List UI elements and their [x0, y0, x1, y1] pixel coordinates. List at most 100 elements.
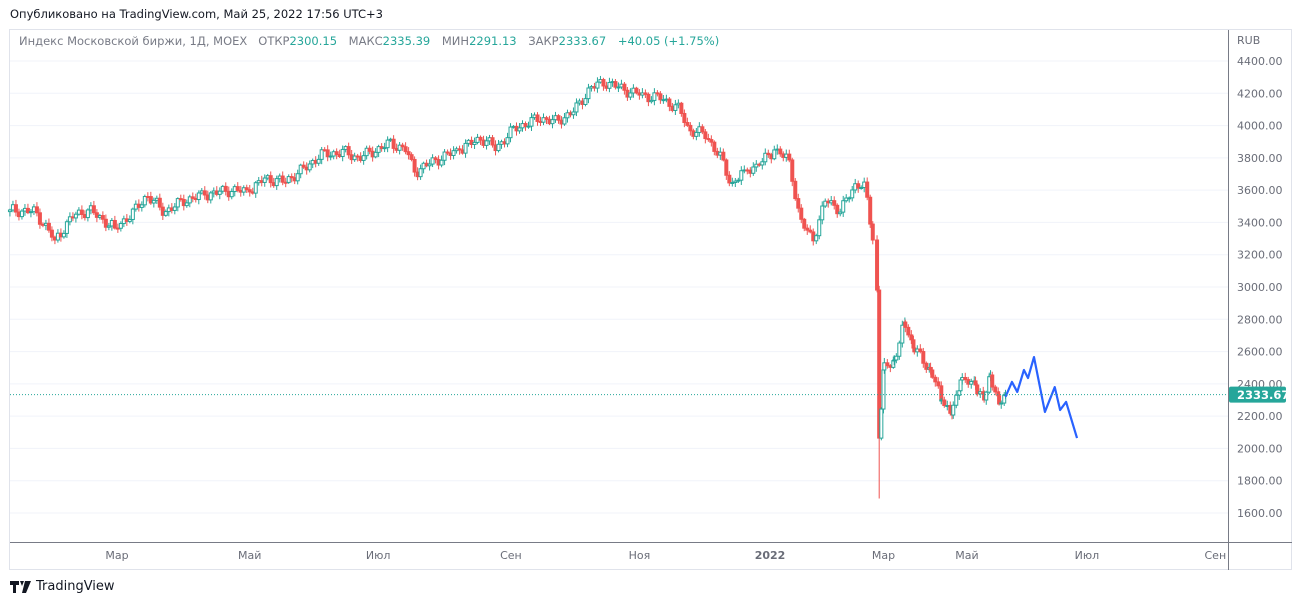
candle-down — [46, 222, 51, 231]
open-label: ОТКР — [258, 34, 290, 48]
x-tick-label: Июл — [366, 549, 391, 562]
candle-down — [766, 152, 771, 156]
candle-down — [280, 175, 285, 183]
candle-down — [685, 122, 690, 126]
candle-up — [841, 200, 846, 213]
candle-down — [796, 198, 801, 209]
candle-down — [942, 399, 947, 407]
x-tick-label: Май — [955, 549, 978, 562]
symbol-title[interactable]: Индекс Московской биржи, 1Д, MOEX — [19, 34, 248, 48]
candle-down — [634, 87, 639, 94]
candle-down — [13, 204, 18, 213]
candle-up — [175, 198, 180, 208]
candle-down — [868, 196, 873, 225]
candle-up — [526, 125, 531, 128]
change-value: +40.05 (+1.75%) — [617, 34, 720, 48]
candle-down — [535, 114, 540, 122]
y-tick-label: 3600.00 — [1237, 184, 1283, 197]
candle-down — [975, 384, 980, 395]
low-label: МИН — [441, 34, 470, 48]
candle-down — [721, 151, 726, 161]
candle-up — [586, 87, 591, 100]
candle-down — [268, 175, 273, 184]
candle-up — [529, 117, 534, 127]
candle-down — [924, 362, 929, 370]
candle-down — [34, 206, 39, 214]
candle-down — [793, 180, 798, 200]
candle-down — [325, 149, 330, 158]
candle-up — [106, 225, 111, 228]
x-tick-label: Июл — [1075, 549, 1100, 562]
candle-up — [373, 151, 378, 158]
candle-down — [727, 174, 732, 184]
candle-down — [700, 126, 705, 133]
candle-up — [427, 163, 432, 167]
candle-up — [217, 190, 222, 195]
candle-up — [67, 216, 72, 223]
candle-up — [484, 140, 489, 146]
candle-down — [367, 147, 372, 152]
candle-up — [352, 155, 357, 161]
y-tick-label: 2800.00 — [1237, 313, 1283, 326]
candle-up — [820, 205, 825, 221]
candle-down — [778, 148, 783, 155]
candle-up — [517, 127, 522, 132]
candle-up — [859, 187, 864, 190]
candle-up — [984, 391, 989, 401]
candle-down — [601, 79, 606, 87]
candle-down — [993, 386, 998, 393]
candle-up — [376, 146, 381, 153]
candle-up — [565, 112, 570, 119]
candle-up — [439, 159, 444, 166]
candle-down — [247, 189, 252, 193]
candle-down — [933, 376, 938, 383]
candle-up — [184, 202, 189, 207]
candle-down — [877, 289, 882, 439]
candle-down — [148, 196, 153, 204]
candle-down — [997, 395, 1002, 405]
candle-down — [679, 102, 684, 114]
candle-up — [508, 126, 513, 139]
candle-down — [391, 138, 396, 149]
candle-up — [652, 92, 657, 101]
candle-up — [472, 141, 477, 145]
candle-down — [622, 83, 627, 91]
candle-up — [607, 82, 612, 89]
candle-up — [298, 164, 303, 175]
candle-down — [802, 218, 807, 229]
candle-up — [187, 196, 192, 204]
candle-up — [879, 408, 884, 439]
candle-up — [151, 199, 156, 204]
candle-up — [616, 86, 621, 89]
candle-down — [712, 141, 717, 152]
y-tick-label: 4200.00 — [1237, 87, 1283, 100]
candle-up — [73, 213, 78, 219]
candle-down — [906, 326, 911, 336]
open-value: 2300.15 — [289, 34, 338, 48]
last-price-badge — [1229, 386, 1286, 403]
candle-down — [289, 176, 294, 179]
candle-down — [235, 186, 240, 191]
candle-up — [969, 380, 974, 385]
y-tick-label: 2200.00 — [1237, 410, 1283, 423]
candle-up — [19, 210, 24, 218]
tradingview-logo[interactable]: TradingView — [10, 579, 115, 594]
candle-up — [85, 209, 90, 219]
candle-up — [418, 168, 423, 178]
x-tick-label: Мар — [105, 549, 128, 562]
candle-up — [595, 81, 600, 89]
candle-down — [613, 81, 618, 88]
candle-up — [733, 180, 738, 183]
candle-up — [118, 223, 123, 229]
chart-frame — [9, 29, 1292, 570]
candle-up — [328, 155, 333, 158]
y-tick-label: 3400.00 — [1237, 216, 1283, 229]
candle-down — [445, 151, 450, 154]
close-label: ЗАКР — [528, 34, 559, 48]
candle-down — [346, 146, 351, 156]
candle-down — [112, 219, 117, 229]
candle-down — [875, 239, 880, 291]
x-tick-label: Ноя — [629, 549, 651, 562]
x-tick-label: Сен — [500, 549, 522, 562]
